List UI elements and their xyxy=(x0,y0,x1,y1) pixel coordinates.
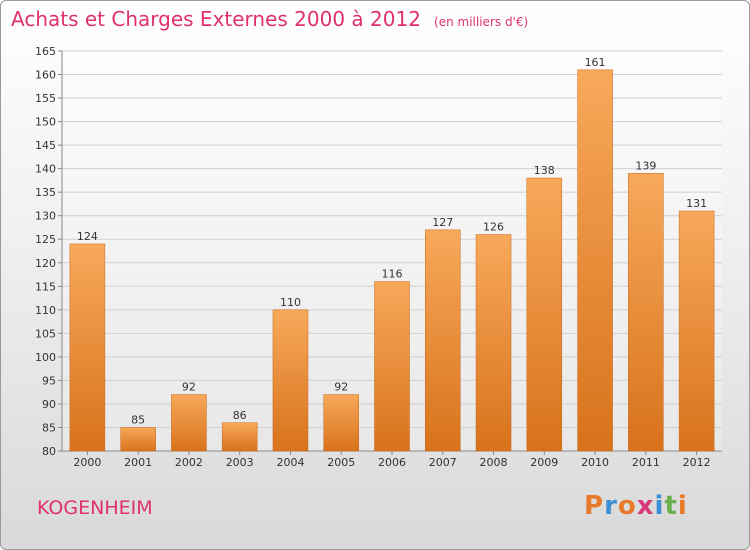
proxiti-logo: Proxiti xyxy=(584,491,688,521)
x-tick-label: 2008 xyxy=(480,456,508,469)
value-label: 110 xyxy=(280,296,301,309)
value-label: 161 xyxy=(585,56,606,69)
chart-title-main: Achats et Charges Externes 2000 à 2012 xyxy=(11,7,421,31)
value-label: 126 xyxy=(483,221,504,234)
value-label: 116 xyxy=(382,268,403,281)
value-label: 127 xyxy=(432,216,453,229)
y-tick-label: 155 xyxy=(35,92,56,105)
value-label: 92 xyxy=(334,381,348,394)
y-tick-label: 160 xyxy=(35,69,56,82)
bar-2004 xyxy=(272,309,309,452)
y-tick-label: 95 xyxy=(42,374,56,387)
logo-letter: P xyxy=(584,491,605,521)
bar-2006 xyxy=(374,281,410,452)
bar-2005 xyxy=(323,394,359,452)
bar-2011 xyxy=(628,173,664,452)
bar-2010 xyxy=(577,69,613,452)
logo-letter: r xyxy=(604,491,618,521)
y-tick-label: 80 xyxy=(42,445,56,458)
x-tick-label: 2007 xyxy=(429,456,457,469)
y-tick-label: 90 xyxy=(42,398,56,411)
logo-letter: o xyxy=(617,491,637,521)
x-tick-label: 2005 xyxy=(327,456,355,469)
x-tick-label: 2002 xyxy=(175,456,203,469)
logo-letter: i xyxy=(654,491,665,521)
x-tick-label: 2004 xyxy=(276,456,304,469)
y-tick-label: 125 xyxy=(35,233,56,246)
y-tick-label: 110 xyxy=(35,304,56,317)
y-tick-label: 165 xyxy=(35,45,56,58)
bar-2002 xyxy=(171,394,207,452)
chart-title: Achats et Charges Externes 2000 à 2012 (… xyxy=(11,7,528,31)
y-tick-label: 130 xyxy=(35,210,56,223)
bar-2003 xyxy=(221,422,258,452)
bar-2000 xyxy=(69,243,106,452)
bar-2008 xyxy=(475,234,512,452)
value-label: 86 xyxy=(233,409,247,422)
x-tick-label: 2001 xyxy=(124,456,152,469)
commune-name: KOGENHEIM xyxy=(37,497,153,519)
bar-2012 xyxy=(678,210,715,452)
value-label: 85 xyxy=(131,413,145,426)
bar-2007 xyxy=(425,229,461,452)
y-tick-label: 85 xyxy=(42,421,56,434)
logo-letter: t xyxy=(664,491,678,521)
y-tick-label: 120 xyxy=(35,257,56,270)
value-label: 131 xyxy=(686,197,707,210)
x-tick-label: 2003 xyxy=(226,456,254,469)
value-label: 92 xyxy=(182,381,196,394)
value-label: 124 xyxy=(77,230,98,243)
y-tick-label: 135 xyxy=(35,186,56,199)
y-tick-label: 105 xyxy=(35,327,56,340)
y-tick-label: 150 xyxy=(35,116,56,129)
logo-letter: i xyxy=(677,491,688,521)
y-tick-label: 140 xyxy=(35,163,56,176)
y-tick-label: 115 xyxy=(35,280,56,293)
bar-2001 xyxy=(120,427,156,452)
value-label: 138 xyxy=(534,164,555,177)
logo-letter: x xyxy=(636,491,655,521)
x-tick-label: 2006 xyxy=(378,456,406,469)
x-tick-label: 2011 xyxy=(632,456,660,469)
x-tick-label: 2012 xyxy=(683,456,711,469)
y-tick-label: 100 xyxy=(35,351,56,364)
bar-2009 xyxy=(526,177,563,452)
x-tick-label: 2000 xyxy=(73,456,101,469)
y-tick-label: 145 xyxy=(35,139,56,152)
x-tick-label: 2010 xyxy=(581,456,609,469)
x-tick-label: 2009 xyxy=(530,456,558,469)
chart-title-unit: (en milliers d'€) xyxy=(434,15,529,29)
value-label: 139 xyxy=(635,159,656,172)
